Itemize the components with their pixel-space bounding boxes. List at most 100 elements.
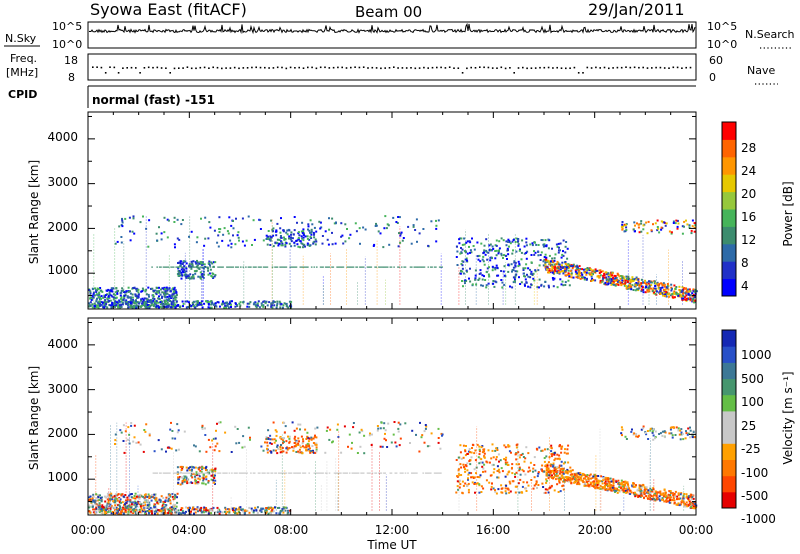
range-gate-cell — [662, 282, 665, 285]
range-gate-cell — [248, 511, 251, 514]
range-gate-cell — [508, 240, 511, 243]
range-gate-cell — [100, 508, 103, 510]
range-gate-cell — [199, 266, 202, 268]
range-gate-cell — [670, 432, 673, 435]
range-gate-cell — [326, 238, 329, 241]
range-gate-cell — [660, 220, 663, 223]
range-gate-cell — [395, 221, 398, 223]
range-gate-cell — [266, 304, 269, 307]
range-gate-cell — [604, 283, 607, 286]
range-gate-cell — [172, 302, 175, 305]
range-gate-cell — [570, 273, 573, 276]
range-gate-cell — [666, 494, 669, 497]
range-gate-cell — [224, 431, 227, 434]
range-gate-cell — [107, 502, 110, 505]
range-gate-cell — [185, 506, 188, 509]
range-gate-cell — [121, 493, 124, 496]
range-gate-cell — [148, 510, 151, 512]
range-gate-cell — [399, 437, 402, 440]
range-gate-cell — [612, 276, 615, 279]
range-gate-cell — [457, 488, 460, 491]
range-gate-cell — [174, 472, 176, 474]
range-gate-cell — [628, 282, 631, 285]
range-gate-cell — [523, 460, 526, 463]
range-gate-cell — [648, 493, 651, 496]
freq-dot — [350, 66, 352, 69]
range-gate-cell — [644, 432, 647, 434]
range-gate-cell — [206, 301, 209, 304]
range-gate-cell — [506, 247, 509, 250]
freq-dot — [414, 67, 417, 70]
range-gate-cell — [173, 295, 176, 298]
range-gate-cell — [666, 287, 669, 290]
range-gate-cell — [622, 487, 625, 490]
range-gate-cell — [589, 473, 592, 476]
range-gate-cell — [691, 504, 694, 507]
range-gate-cell — [596, 484, 599, 486]
range-gate-cell — [101, 504, 104, 507]
range-gate-cell — [267, 429, 270, 432]
range-gate-cell — [651, 427, 653, 430]
range-gate-cell — [464, 470, 467, 473]
range-gate-cell — [153, 300, 156, 303]
range-gate-cell — [564, 471, 567, 474]
range-gate-cell — [691, 300, 694, 303]
range-gate-cell — [293, 437, 296, 440]
range-gate-cell — [199, 271, 202, 274]
range-gate-cell — [608, 277, 611, 280]
freq-dot — [182, 67, 184, 69]
range-gate-cell — [170, 512, 173, 515]
range-gate-cell — [551, 269, 554, 272]
range-gate-cell — [618, 486, 621, 489]
range-gate-cell — [462, 484, 465, 487]
range-gate-cell — [122, 424, 125, 427]
range-gate-cell — [478, 277, 481, 280]
cpid-label: CPID — [8, 88, 37, 101]
freq-left-label-2: [MHz] — [6, 66, 38, 79]
range-gate-cell — [535, 481, 538, 484]
range-gate-cell — [578, 271, 581, 274]
range-gate-cell — [279, 231, 282, 234]
freq-dot — [122, 67, 124, 69]
range-gate-cell — [628, 283, 631, 286]
range-gate-cell — [302, 246, 304, 249]
range-gate-cell — [303, 243, 306, 246]
range-gate-cell — [685, 290, 688, 293]
range-gate-cell — [403, 266, 405, 268]
range-gate-cell — [624, 279, 627, 282]
range-gate-cell — [120, 289, 123, 292]
range-gate-cell — [682, 297, 685, 300]
range-gate-cell — [523, 272, 525, 275]
freq-dot — [199, 66, 202, 69]
range-gate-cell — [214, 482, 216, 485]
range-gate-cell — [306, 442, 309, 445]
range-gate-cell — [351, 441, 353, 444]
range-gate-cell — [567, 263, 570, 266]
range-gate-cell — [147, 245, 150, 248]
range-gate-cell — [284, 266, 286, 268]
range-gate-cell — [207, 300, 210, 303]
range-gate-cell — [643, 492, 646, 495]
range-gate-cell — [253, 509, 255, 512]
range-gate-cell — [163, 216, 166, 219]
range-gate-cell — [685, 496, 688, 499]
range-gate-cell — [690, 505, 693, 508]
range-gate-cell — [179, 264, 182, 267]
range-gate-cell — [150, 510, 153, 513]
range-gate-cell — [564, 262, 567, 265]
range-gate-cell — [522, 269, 525, 271]
range-gate-cell — [180, 273, 183, 276]
range-gate-cell — [334, 242, 337, 245]
range-gate-cell — [148, 503, 151, 506]
range-gate-cell — [200, 301, 202, 304]
range-gate-cell — [289, 238, 292, 241]
range-gate-cell — [460, 237, 463, 240]
range-gate-cell — [415, 218, 418, 221]
range-gate-cell — [634, 283, 637, 286]
range-gate-cell — [113, 302, 116, 305]
range-gate-cell — [477, 456, 480, 459]
range-gate-cell — [679, 503, 682, 506]
range-gate-cell — [92, 493, 95, 496]
range-gate-cell — [546, 259, 549, 262]
range-gate-cell — [118, 504, 121, 507]
